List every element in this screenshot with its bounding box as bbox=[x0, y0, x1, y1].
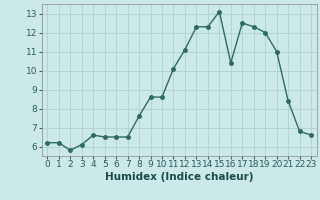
X-axis label: Humidex (Indice chaleur): Humidex (Indice chaleur) bbox=[105, 172, 253, 182]
